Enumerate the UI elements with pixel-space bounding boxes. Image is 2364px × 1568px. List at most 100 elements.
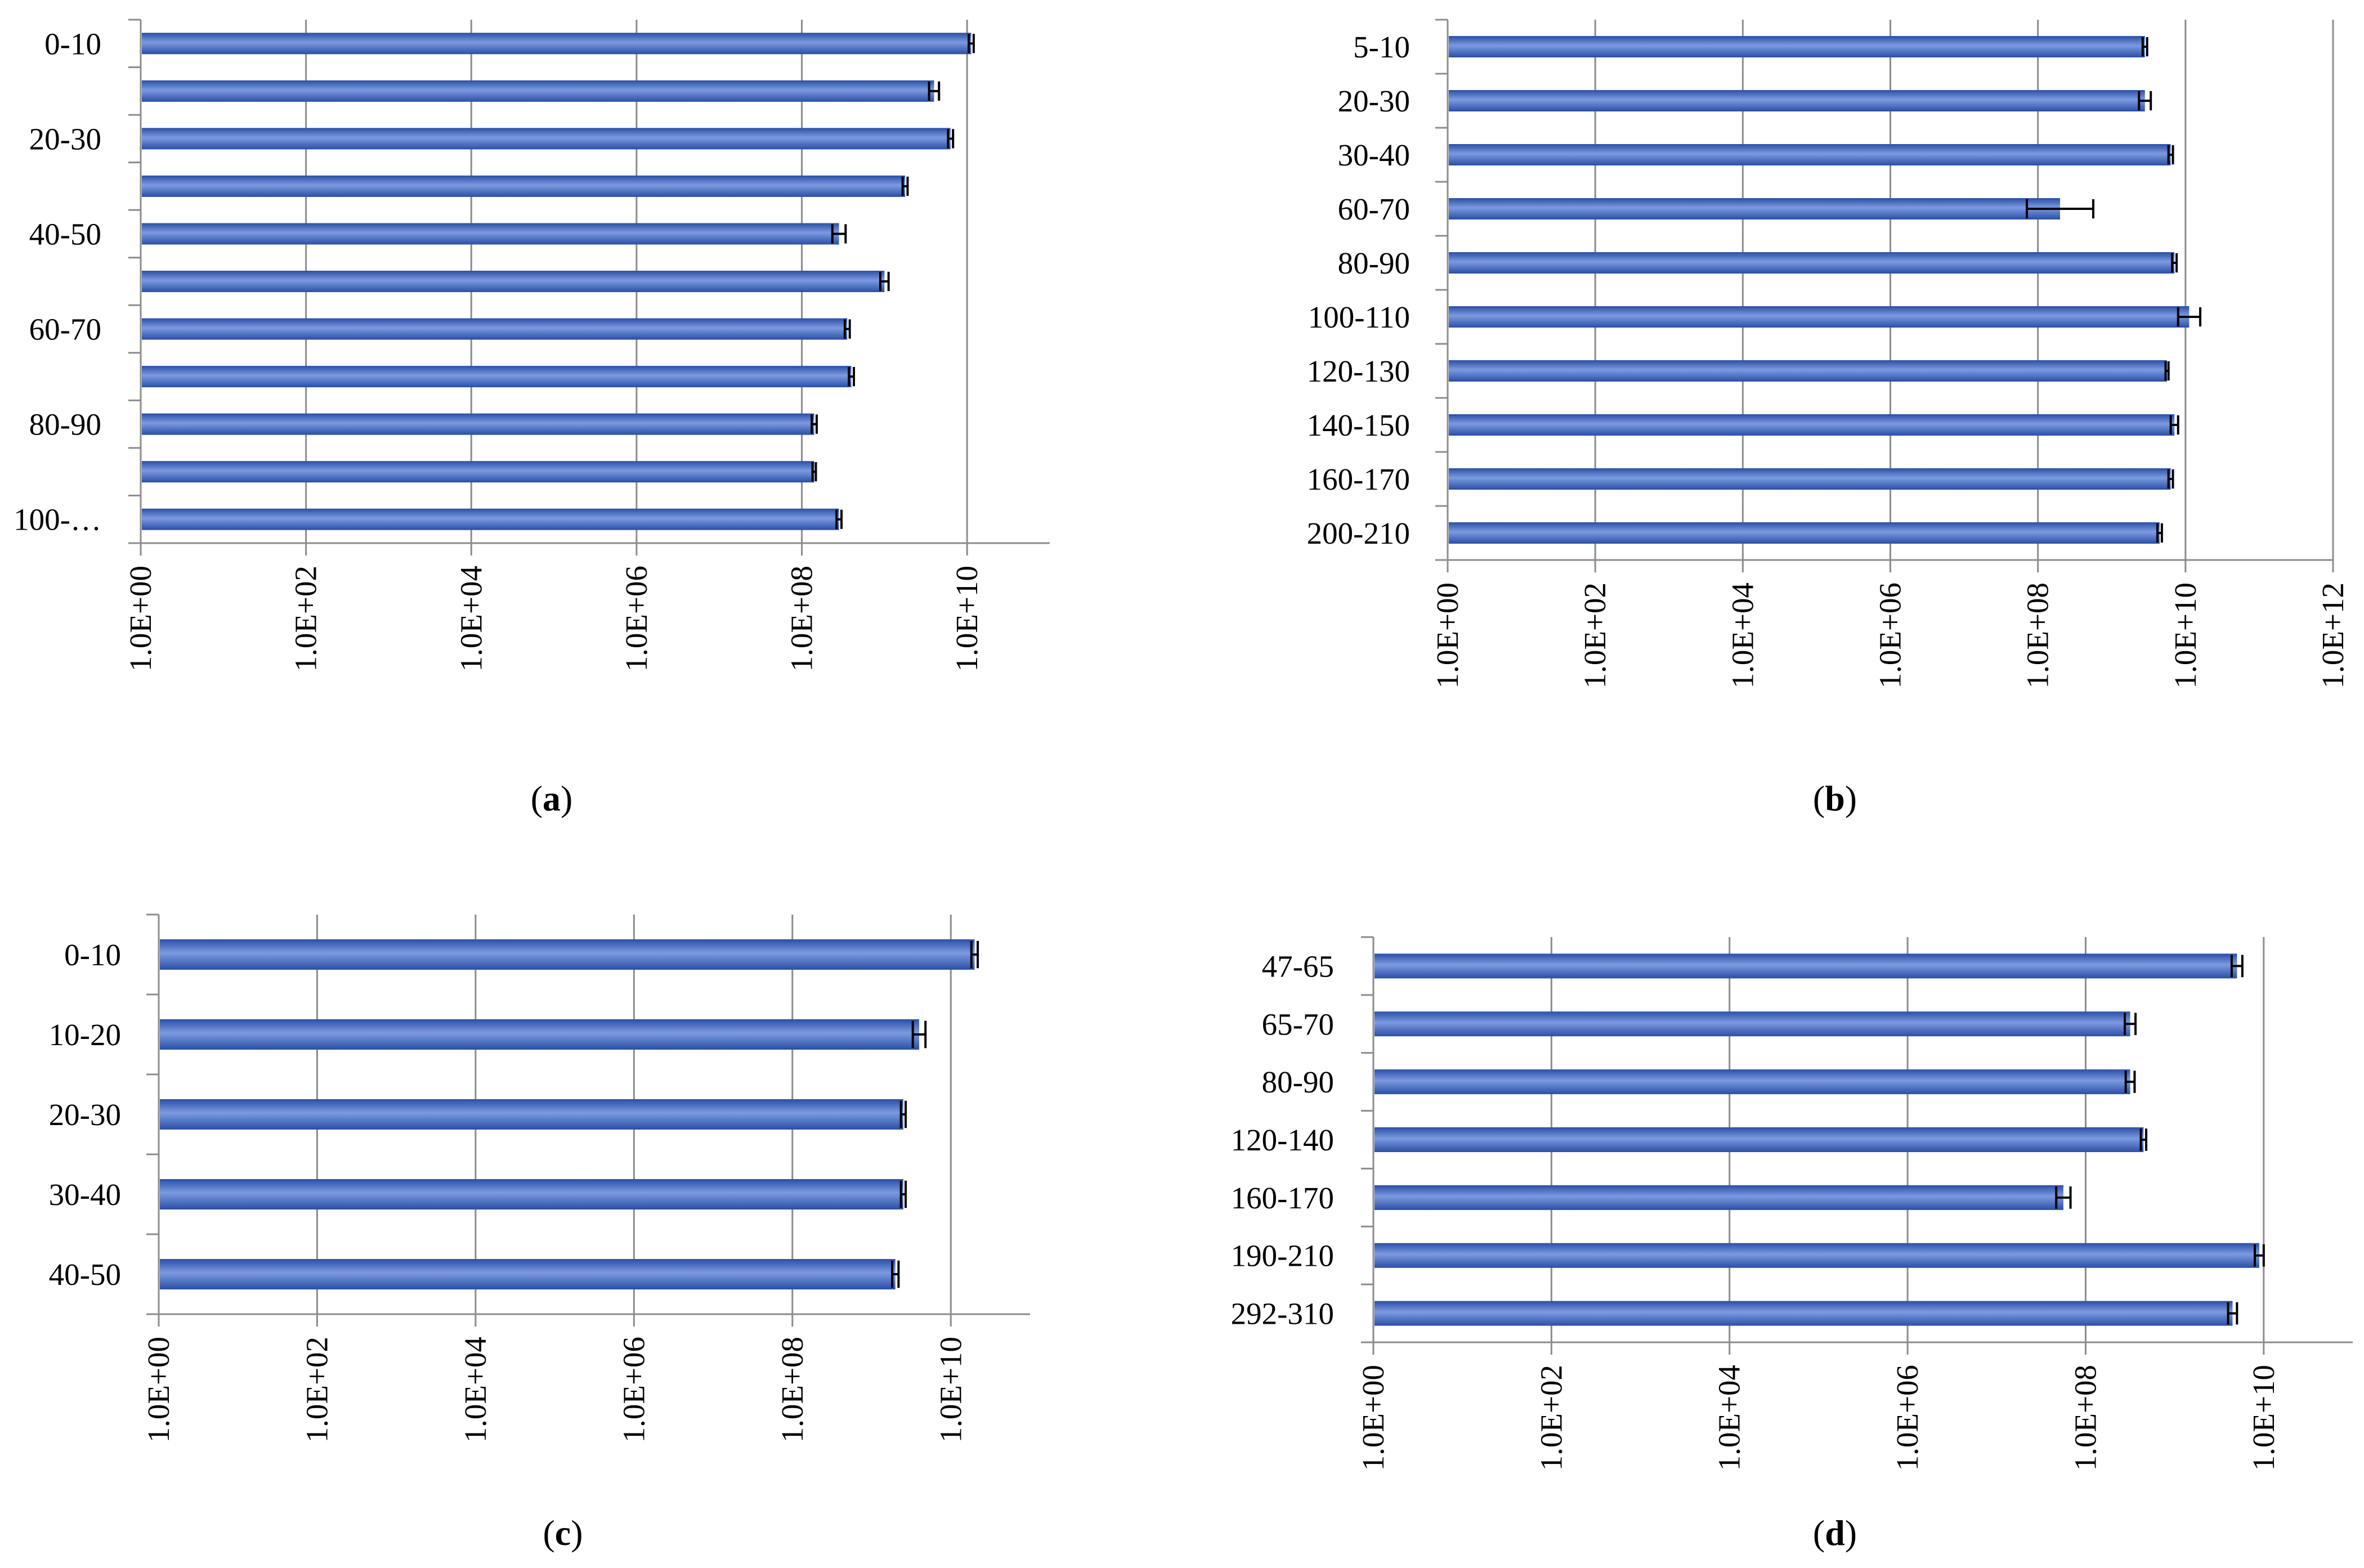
bar-c-0: [160, 939, 975, 970]
panel-d: 1.0E+00 1.0E+02 1.0E+04 1.0E+06 1.0E+08 1.0E+…: [1231, 936, 2353, 1553]
bar-b-9: [1449, 522, 2160, 544]
category-label-a-4: 40-50: [29, 217, 101, 251]
panel-b: 1.0E+00 1.0E+02 1.0E+04 1.0E+06 1.0E+08 1.0E+…: [1307, 19, 2350, 818]
error-bar-d-5: [2254, 1244, 2265, 1267]
bar-b-4: [1449, 252, 2175, 274]
x-tick-label-d-2: 1.0E+04: [1712, 1365, 1747, 1471]
error-bar-a-3: [901, 176, 909, 196]
category-label-b-5: 100-110: [1308, 300, 1410, 334]
error-bar-b-1: [2138, 91, 2152, 111]
category-label-d-6: 292-310: [1231, 1297, 1334, 1331]
bar-d-2: [1374, 1069, 2130, 1095]
x-tick-label-b-4: 1.0E+08: [2021, 583, 2055, 688]
error-bar-a-6: [843, 319, 851, 339]
category-label-d-0: 47-65: [1262, 949, 1334, 983]
bar-c-2: [160, 1099, 903, 1130]
category-label-d-3: 120-140: [1231, 1123, 1334, 1157]
error-bar-a-8: [811, 414, 818, 434]
error-bar-c-0: [970, 940, 979, 969]
x-tick-label-d-5: 1.0E+10: [2246, 1365, 2281, 1471]
bar-b-7: [1449, 414, 2175, 436]
error-bar-c-1: [911, 1020, 927, 1049]
x-tick-label-a-2: 1.0E+04: [454, 566, 488, 671]
bar-d-1: [1374, 1011, 2130, 1037]
error-bar-c-2: [899, 1100, 907, 1128]
bar-d-6: [1374, 1301, 2233, 1326]
error-bar-d-3: [2139, 1128, 2148, 1151]
bar-b-3: [1449, 198, 2060, 219]
error-bar-b-4: [2171, 253, 2178, 273]
category-label-a-10: 100-…: [14, 503, 101, 537]
bar-c-1: [160, 1019, 919, 1050]
panel-a-label: (a): [531, 778, 573, 818]
x-tick-label-c-0: 1.0E+00: [141, 1337, 176, 1442]
panel-c-label: (c): [543, 1513, 583, 1553]
bar-a-4: [142, 223, 839, 245]
bar-d-3: [1374, 1127, 2144, 1152]
category-label-b-9: 200-210: [1307, 516, 1410, 550]
x-tick-label-a-3: 1.0E+06: [619, 566, 653, 671]
bar-b-8: [1449, 468, 2171, 490]
bar-a-6: [142, 318, 848, 340]
bar-a-5: [142, 271, 885, 292]
x-tick-label-d-1: 1.0E+02: [1534, 1365, 1568, 1471]
bar-c-3: [160, 1179, 903, 1209]
x-tick-label-b-0: 1.0E+00: [1430, 583, 1465, 688]
category-label-b-0: 5-10: [1353, 30, 1410, 64]
x-tick-label-d-0: 1.0E+00: [1356, 1365, 1390, 1471]
error-bar-b-7: [2169, 415, 2179, 435]
bar-a-10: [142, 508, 839, 530]
category-label-a-6: 60-70: [29, 312, 101, 347]
x-tick-label-a-5: 1.0E+10: [950, 566, 984, 671]
bar-d-0: [1374, 953, 2237, 979]
x-tick-label-b-6: 1.0E+12: [2316, 583, 2350, 688]
bar-b-6: [1449, 360, 2168, 382]
category-label-c-2: 20-30: [49, 1097, 121, 1132]
bar-a-1: [142, 80, 934, 102]
bar-d-5: [1374, 1243, 2259, 1268]
x-tick-label-a-4: 1.0E+08: [785, 566, 819, 671]
error-bar-a-4: [831, 224, 847, 244]
panel-b-label: (b): [1813, 778, 1857, 818]
bar-b-2: [1449, 144, 2171, 165]
bar-c-4: [160, 1259, 896, 1289]
error-bar-a-1: [928, 81, 941, 101]
error-bar-d-0: [2230, 955, 2244, 978]
category-label-c-0: 0-10: [64, 938, 121, 972]
chart-b: 1.0E+00 1.0E+02 1.0E+04 1.0E+06 1.0E+08 1.0E+…: [1307, 19, 2350, 688]
x-tick-label-c-1: 1.0E+02: [299, 1337, 334, 1442]
panel-a: 1.0E+00 1.0E+02 1.0E+04 1.0E+06 1.0E+08 1.0E+…: [14, 19, 1050, 818]
error-bar-b-8: [2167, 469, 2174, 489]
category-label-a-8: 80-90: [29, 407, 101, 442]
category-label-c-1: 10-20: [49, 1018, 121, 1052]
x-tick-label-a-0: 1.0E+00: [123, 566, 158, 671]
error-bar-c-3: [899, 1180, 907, 1208]
error-bar-c-4: [891, 1260, 900, 1288]
error-bar-a-9: [811, 462, 817, 482]
chart-d: 1.0E+00 1.0E+02 1.0E+04 1.0E+06 1.0E+08 1.0E+…: [1231, 936, 2353, 1471]
bar-b-0: [1449, 36, 2145, 57]
x-tick-label-c-4: 1.0E+08: [775, 1337, 809, 1442]
category-label-c-3: 30-40: [49, 1177, 121, 1212]
bar-a-8: [142, 413, 814, 435]
chart-a: 1.0E+00 1.0E+02 1.0E+04 1.0E+06 1.0E+08 1.0E+…: [14, 19, 1050, 671]
panel-d-label: (d): [1813, 1513, 1857, 1553]
error-bar-a-10: [835, 509, 843, 529]
category-label-a-2: 20-30: [29, 122, 101, 156]
category-label-d-5: 190-210: [1231, 1239, 1334, 1273]
bar-b-1: [1449, 90, 2145, 111]
category-label-b-8: 160-170: [1307, 462, 1410, 496]
error-bar-b-2: [2167, 145, 2174, 165]
error-bar-b-5: [2177, 307, 2202, 327]
x-tick-label-b-3: 1.0E+06: [1873, 583, 1908, 688]
error-bar-a-7: [848, 366, 856, 387]
bar-b-5: [1449, 306, 2190, 328]
category-label-b-6: 120-130: [1307, 354, 1410, 388]
bar-d-4: [1374, 1185, 2063, 1210]
category-label-b-7: 140-150: [1307, 408, 1410, 442]
x-tick-label-a-1: 1.0E+02: [289, 566, 323, 671]
error-bar-d-2: [2124, 1070, 2136, 1093]
error-bar-d-4: [2055, 1186, 2072, 1209]
error-bar-b-0: [2141, 37, 2148, 57]
